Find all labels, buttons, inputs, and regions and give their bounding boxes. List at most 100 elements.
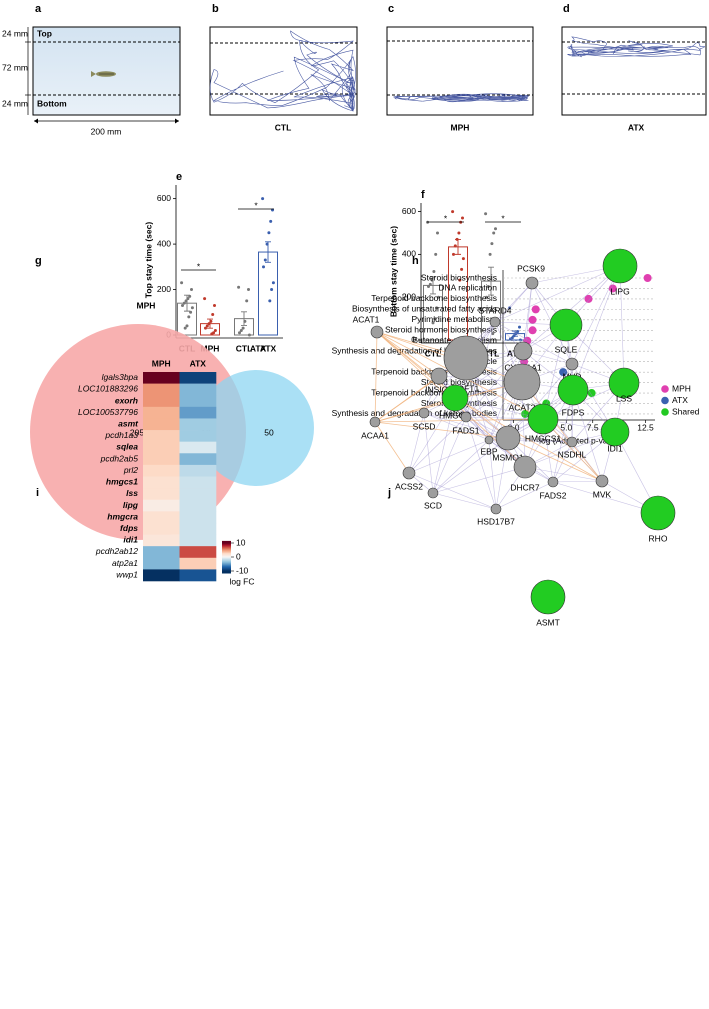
edge (524, 466, 603, 482)
data-point (189, 310, 193, 314)
group-label: ATX (628, 122, 645, 132)
x-tick-label: CTL (425, 348, 442, 358)
colorbar-segment (222, 560, 231, 562)
row-label: Pyrimidine metabolism (412, 314, 498, 324)
node (430, 367, 448, 385)
colorbar-segment (222, 562, 231, 564)
node (566, 436, 578, 448)
heatmap-cell (143, 499, 180, 512)
heatmap-cell (179, 557, 217, 570)
heatmap-cell (143, 464, 180, 477)
node-label: NSDHL (558, 449, 587, 459)
data-point (452, 252, 455, 256)
edge (408, 412, 425, 474)
node-label: ACAA1 (361, 430, 389, 440)
edge (571, 265, 621, 365)
edge (465, 416, 497, 510)
dot (643, 274, 652, 282)
edge (522, 265, 621, 352)
heatmap-cell (143, 372, 180, 384)
heatmap-cell (179, 522, 217, 535)
colorbar-segment (222, 570, 231, 572)
dot (587, 389, 596, 398)
node (557, 374, 589, 406)
data-point (203, 297, 207, 301)
x-tick-label: 5.0 (560, 422, 572, 432)
y-tick-label: 400 (402, 249, 416, 259)
panel-label: a (35, 3, 42, 15)
fish (91, 71, 116, 77)
panel-label: c (388, 3, 394, 15)
node (513, 341, 533, 361)
data-point (486, 284, 490, 288)
row-label: idi1 (123, 535, 138, 545)
edge (432, 439, 490, 494)
heatmap-cell (143, 488, 180, 501)
x-tick-label: 12.5 (637, 422, 654, 432)
data-point (186, 297, 190, 301)
edge (552, 441, 573, 483)
data-point (267, 231, 271, 235)
colorbar-label: log FC (229, 576, 254, 586)
data-point (455, 237, 459, 241)
y-tick-label: 200 (157, 284, 171, 294)
node-label: FDFT1 (453, 383, 480, 393)
legend-label: Shared (672, 406, 700, 416)
tank (209, 26, 358, 116)
row-label: fdps (120, 523, 138, 533)
heatmap-cell (143, 476, 180, 489)
colorbar-segment (222, 554, 231, 556)
data-point (180, 281, 184, 285)
node-label: PCSK9 (517, 263, 545, 273)
edge (454, 397, 603, 482)
data-point (461, 216, 464, 220)
colorbar-segment (222, 552, 231, 555)
panel-label: f (421, 189, 425, 201)
data-point (268, 299, 272, 303)
panel-label: i (36, 487, 39, 499)
colorbar-segment (222, 561, 231, 564)
colorbar-segment (222, 541, 231, 543)
data-point (430, 278, 434, 282)
error-bar (241, 311, 247, 326)
colorbar-segment (222, 572, 231, 574)
data-point (458, 278, 462, 282)
data-point (190, 306, 194, 310)
data-point (432, 270, 436, 273)
colorbar-segment (222, 557, 231, 559)
x-tick-label: 7.5 (587, 422, 599, 432)
y-axis-label: Bottom stay time (sec) (388, 226, 398, 317)
significance-label: * (197, 261, 201, 271)
zone-label: Bottom (37, 98, 67, 108)
data-point (265, 242, 269, 246)
edge (454, 350, 524, 399)
colorbar-segment (222, 551, 231, 553)
heatmap-cell (143, 395, 180, 408)
edge (423, 412, 509, 439)
data-point (460, 267, 464, 271)
heatmap-cell (179, 395, 217, 408)
panel-label: g (35, 255, 42, 267)
panel-label: j (387, 487, 391, 499)
edge (408, 397, 456, 474)
row-label: Steroid biosynthesis (421, 377, 497, 387)
colorbar-segment (222, 567, 231, 569)
edge (432, 416, 467, 494)
data-point (263, 258, 267, 262)
colorbar-segment (222, 544, 231, 546)
heatmap-cell (179, 476, 217, 489)
colorbar-segment (222, 543, 231, 545)
heatmap-cell (179, 464, 217, 477)
colorbar-segment (222, 548, 231, 550)
data-point (434, 252, 438, 256)
group-label: MPH (451, 122, 470, 132)
heatmap-cell (179, 418, 217, 431)
edge (374, 421, 410, 474)
heatmap-cell (179, 430, 217, 442)
colorbar-segment (222, 542, 231, 544)
edge (408, 472, 497, 510)
node (549, 308, 583, 342)
x-tick-label: MPH (201, 343, 220, 353)
row-label: Synthesis and degradation of ketone bodi… (332, 345, 497, 355)
data-point (457, 231, 461, 235)
